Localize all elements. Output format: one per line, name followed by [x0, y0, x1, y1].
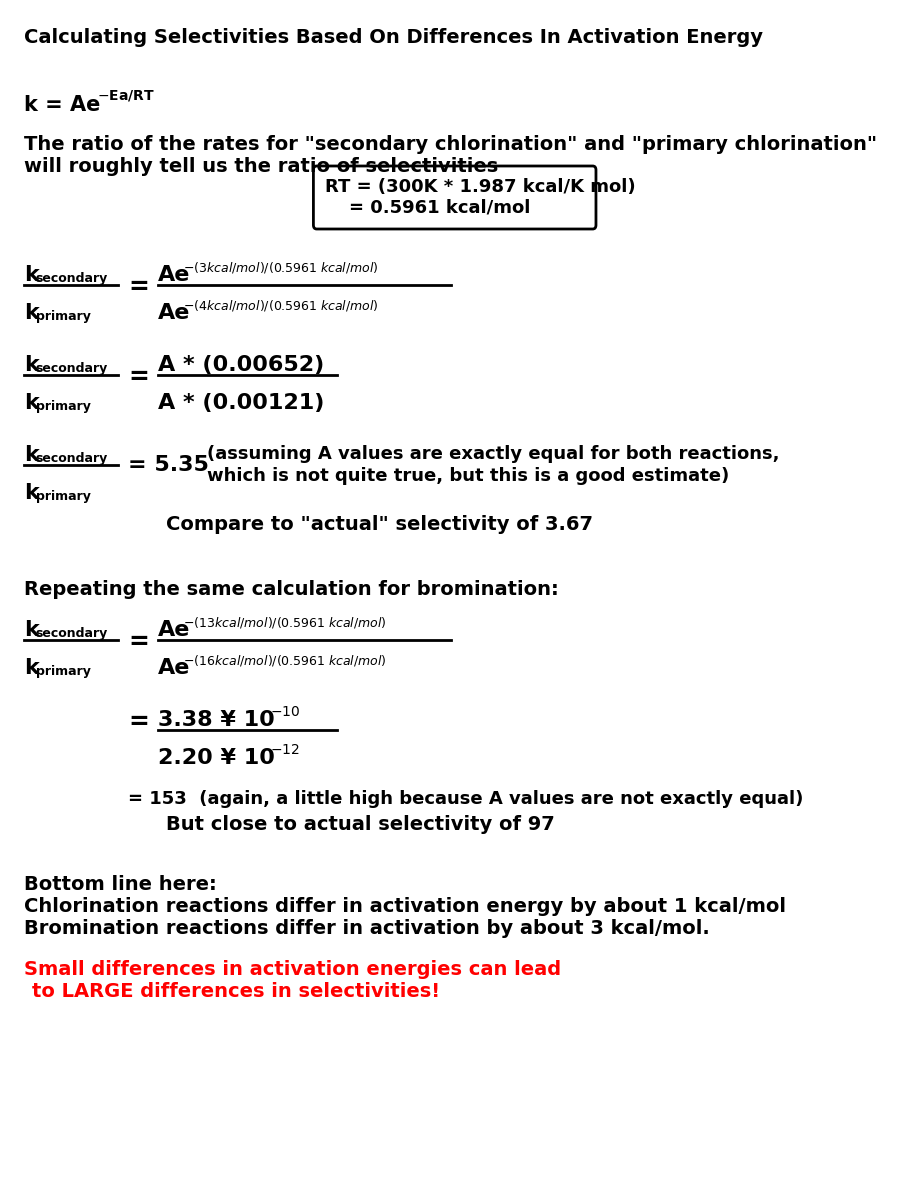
Text: Chlorination reactions differ in activation energy by about 1 kcal/mol: Chlorination reactions differ in activat… [25, 897, 786, 916]
Text: =: = [128, 630, 149, 655]
Text: to LARGE differences in selectivities!: to LARGE differences in selectivities! [33, 982, 440, 1001]
Text: = 153  (again, a little high because A values are not exactly equal): = 153 (again, a little high because A va… [128, 790, 804, 808]
Text: Ae: Ae [158, 620, 191, 640]
Text: Small differences in activation energies can lead: Small differences in activation energies… [25, 960, 561, 979]
Text: k: k [25, 484, 39, 503]
FancyBboxPatch shape [313, 166, 596, 229]
Text: (assuming A values are exactly equal for both reactions,: (assuming A values are exactly equal for… [207, 446, 780, 463]
Text: Ae: Ae [158, 265, 191, 285]
Text: Repeating the same calculation for bromination:: Repeating the same calculation for bromi… [25, 580, 559, 599]
Text: RT = (300K * 1.987 kcal/K mol): RT = (300K * 1.987 kcal/K mol) [325, 178, 635, 196]
Text: secondary: secondary [35, 272, 108, 285]
Text: k: k [25, 620, 39, 640]
Text: k = Ae: k = Ae [25, 95, 101, 115]
Text: primary: primary [35, 665, 91, 678]
Text: $-10$: $-10$ [270, 704, 300, 719]
Text: will roughly tell us the ratio of selectivities: will roughly tell us the ratio of select… [25, 157, 499, 176]
Text: $-12$: $-12$ [270, 742, 300, 757]
Text: k: k [25, 446, 39, 465]
Text: A * (0.00652): A * (0.00652) [158, 355, 325, 375]
Text: which is not quite true, but this is a good estimate): which is not quite true, but this is a g… [207, 467, 729, 485]
Text: primary: primary [35, 489, 91, 503]
Text: = 5.35: = 5.35 [128, 455, 209, 475]
Text: k: k [25, 265, 39, 285]
Text: =: = [128, 710, 149, 734]
Text: =: = [128, 274, 149, 299]
Text: secondary: secondary [35, 627, 108, 640]
Text: 3.38 ¥ 10: 3.38 ¥ 10 [158, 710, 275, 729]
Text: secondary: secondary [35, 451, 108, 465]
Text: = 0.5961 kcal/mol: = 0.5961 kcal/mol [349, 198, 531, 216]
Text: $-(3kcal/mol)/(0.5961\ kcal/mol)$: $-(3kcal/mol)/(0.5961\ kcal/mol)$ [183, 260, 379, 274]
Text: =: = [128, 365, 149, 388]
Text: Calculating Selectivities Based On Differences In Activation Energy: Calculating Selectivities Based On Diffe… [25, 29, 763, 48]
Text: $-(16kcal/mol)/(0.5961\ kcal/mol)$: $-(16kcal/mol)/(0.5961\ kcal/mol)$ [183, 653, 387, 668]
Text: k: k [25, 303, 39, 323]
Text: k: k [25, 393, 39, 413]
Text: Bottom line here:: Bottom line here: [25, 876, 217, 895]
Text: Ae: Ae [158, 658, 191, 678]
Text: $-$Ea/RT: $-$Ea/RT [97, 88, 155, 103]
Text: 2.20 ¥ 10: 2.20 ¥ 10 [158, 748, 275, 767]
Text: $-(13kcal/mol)/(0.5961\ kcal/mol)$: $-(13kcal/mol)/(0.5961\ kcal/mol)$ [183, 615, 387, 630]
Text: k: k [25, 658, 39, 678]
Text: $-(4kcal/mol)/(0.5961\ kcal/mol)$: $-(4kcal/mol)/(0.5961\ kcal/mol)$ [183, 298, 379, 312]
Text: A * (0.00121): A * (0.00121) [158, 393, 325, 413]
Text: Compare to "actual" selectivity of 3.67: Compare to "actual" selectivity of 3.67 [167, 516, 593, 533]
Text: Bromination reactions differ in activation by about 3 kcal/mol.: Bromination reactions differ in activati… [25, 920, 710, 939]
Text: Ae: Ae [158, 303, 191, 323]
Text: primary: primary [35, 400, 91, 413]
Text: k: k [25, 355, 39, 375]
Text: But close to actual selectivity of 97: But close to actual selectivity of 97 [167, 815, 555, 834]
Text: primary: primary [35, 310, 91, 323]
Text: secondary: secondary [35, 362, 108, 375]
Text: The ratio of the rates for "secondary chlorination" and "primary chlorination": The ratio of the rates for "secondary ch… [25, 135, 877, 154]
